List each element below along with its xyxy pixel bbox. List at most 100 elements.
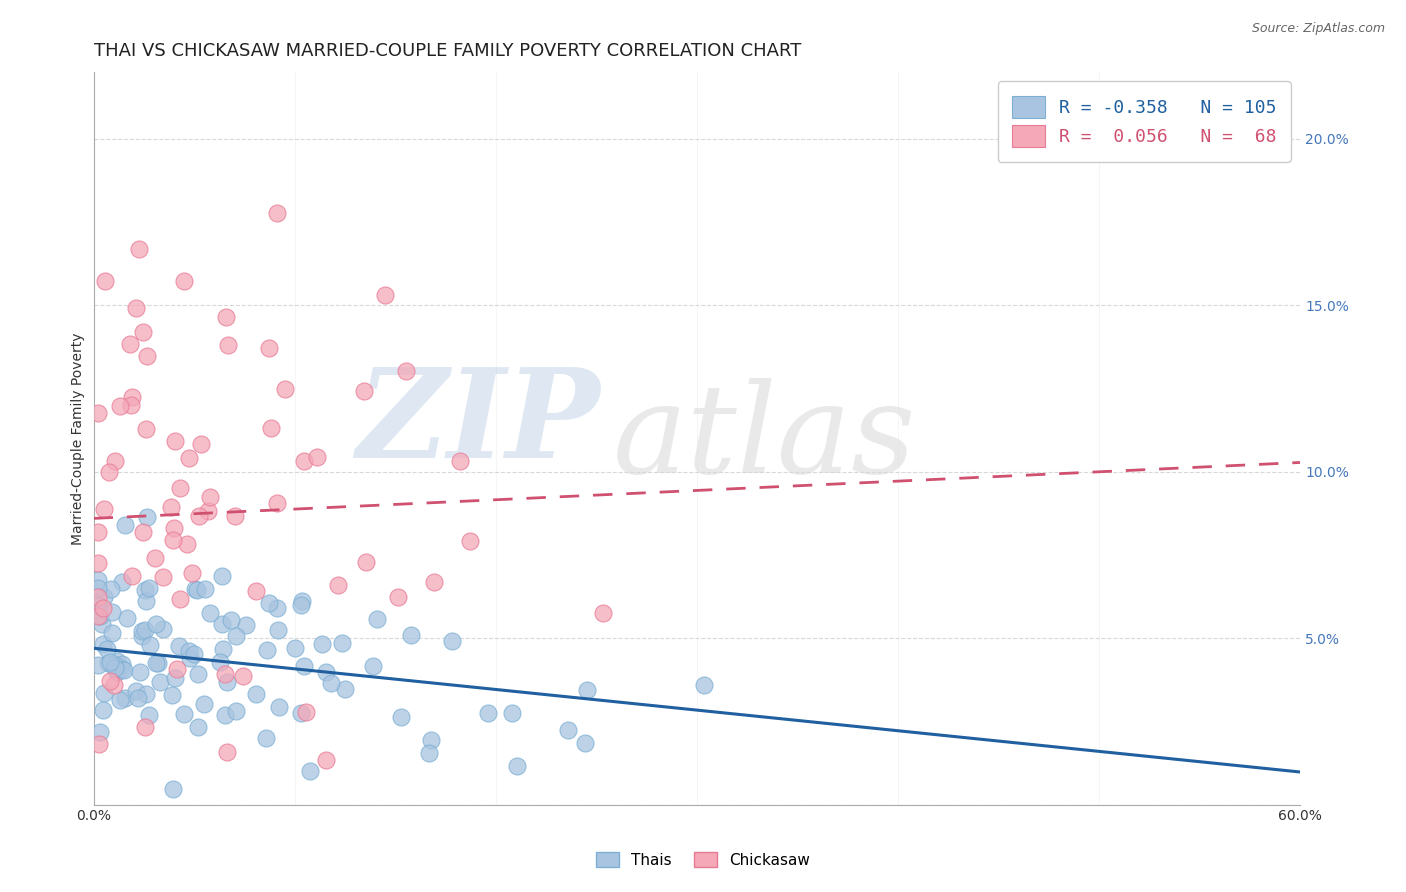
Point [181,566,204,580]
Point [692,677,714,691]
Point [87,582,110,596]
Point [98,655,121,669]
Point [87,556,110,570]
Point [217,338,239,352]
Point [169,481,191,495]
Point [299,764,322,779]
Point [292,454,315,468]
Point [259,596,281,610]
Point [418,746,440,760]
Point [212,641,235,656]
Point [89,737,111,751]
Point [152,570,174,584]
Point [162,533,184,548]
Point [89,725,111,739]
Point [108,693,131,707]
Point [146,656,169,670]
Point [294,706,316,720]
Point [290,598,312,612]
Point [138,581,160,595]
Point [86,598,108,612]
Point [194,582,217,597]
Point [387,590,409,604]
Point [93,685,115,699]
Point [284,640,307,655]
Point [245,687,267,701]
Point [89,609,111,624]
Point [214,708,236,723]
Point [101,626,124,640]
Point [225,629,247,643]
Point [136,349,159,363]
Point [128,242,150,256]
Point [86,573,108,587]
Point [330,636,353,650]
Point [458,534,481,549]
Point [134,623,156,637]
Point [135,594,157,608]
Point [131,629,153,643]
Point [104,454,127,468]
Point [232,669,254,683]
Point [121,568,143,582]
Legend: R = -0.358   N = 105, R =  0.056   N =  68: R = -0.358 N = 105, R = 0.056 N = 68 [998,81,1291,161]
Point [125,301,148,315]
Point [98,674,121,689]
Point [111,663,134,677]
Point [224,509,246,524]
Point [183,647,205,661]
Point [333,682,356,697]
Legend: Thais, Chickasaw: Thais, Chickasaw [588,844,818,875]
Point [134,582,156,597]
Point [152,622,174,636]
Point [193,697,215,711]
Point [219,613,242,627]
Point [557,723,579,737]
Point [449,454,471,468]
Point [139,638,162,652]
Point [374,287,396,301]
Text: ZIP: ZIP [357,363,600,484]
Point [197,504,219,518]
Point [259,341,281,355]
Point [575,683,598,698]
Point [441,634,464,648]
Point [290,706,312,720]
Point [96,642,118,657]
Point [149,674,172,689]
Point [267,699,290,714]
Point [292,659,315,673]
Point [394,364,416,378]
Text: Source: ZipAtlas.com: Source: ZipAtlas.com [1251,22,1385,36]
Point [186,582,208,597]
Point [86,657,108,672]
Point [91,637,114,651]
Point [353,384,375,398]
Point [107,654,129,668]
Point [121,390,143,404]
Point [592,606,614,620]
Point [215,674,238,689]
Point [97,656,120,670]
Point [184,582,207,596]
Point [91,617,114,632]
Point [259,421,281,435]
Point [169,640,191,654]
Point [94,274,117,288]
Point [399,627,422,641]
Point [135,510,157,524]
Point [135,422,157,436]
Point [131,624,153,638]
Point [315,753,337,767]
Point [145,656,167,670]
Point [501,706,523,720]
Point [198,606,221,620]
Point [173,706,195,721]
Point [118,337,141,351]
Point [177,451,200,466]
Point [311,637,333,651]
Point [125,684,148,698]
Point [134,720,156,734]
Point [506,759,529,773]
Point [354,555,377,569]
